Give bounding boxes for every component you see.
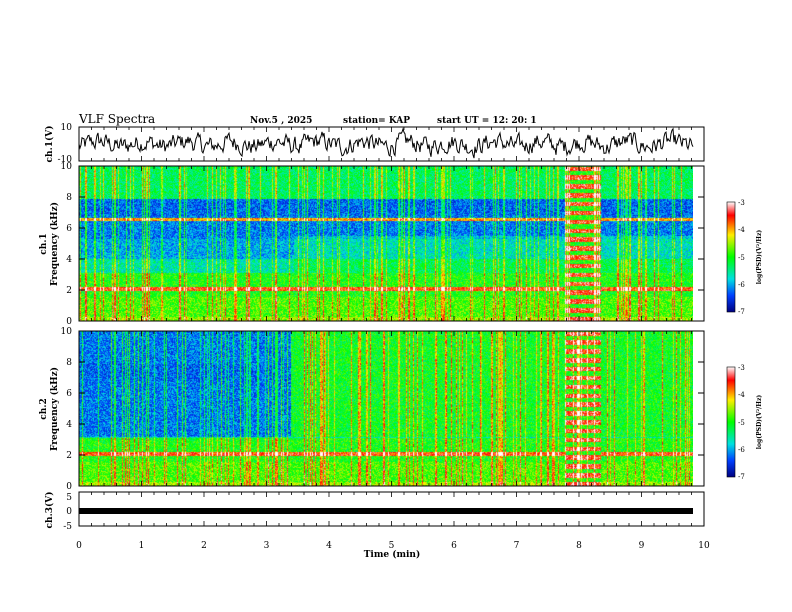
freq-tick-label: 10: [61, 327, 73, 337]
ch1-cb-tick-1: -3: [738, 199, 745, 207]
ch3-ytick-top: 5: [66, 493, 72, 503]
time-tick-label: 10: [698, 541, 710, 551]
ch1-cb-tick-4: -6: [738, 281, 745, 289]
time-tick-label: 7: [514, 541, 520, 551]
ch1-spectrogram-panel: ch.1 Frequency (kHz) 0 2 4 6 8 10: [39, 162, 705, 327]
ch3-ytick-mid: 0: [66, 507, 72, 517]
ch1-waveform-panel: 10 -10 ch.1(V): [44, 123, 705, 165]
ch3-ylabel: ch.3(V): [44, 492, 55, 529]
freq-tick-label: 2: [66, 451, 72, 461]
ch1-ytick-bottom: -10: [58, 155, 73, 165]
ch2-cb-tick-3: -5: [738, 419, 745, 427]
ch2-spec-ylabel-2: Frequency (kHz): [49, 367, 60, 451]
ch2-spectrogram-image: [79, 331, 693, 486]
ch2-colorbar: -3 -4 -5 -6 -7 log(PSD)(V²/Hz): [726, 364, 763, 481]
freq-tick-label: 0: [66, 317, 72, 327]
ch1-waveform-line: [78, 127, 694, 159]
ch3-trace-band: [79, 508, 693, 514]
freq-tick-label: 4: [66, 255, 72, 265]
freq-tick-label: 6: [66, 224, 72, 234]
station-label: station= KAP: [343, 116, 410, 126]
time-tick-label: 5: [389, 541, 395, 551]
ch1-spec-ylabel-1: ch.1: [39, 233, 49, 254]
ch2-spec-yticks: 0 2 4 6 8 10: [61, 327, 704, 492]
ch1-colorbar-gradient: [726, 201, 736, 313]
ch2-cb-tick-2: -4: [738, 391, 745, 399]
ch2-spec-ylabel-1: ch.2: [39, 398, 49, 419]
ch1-ytick-top: 10: [61, 123, 73, 133]
freq-tick-label: 4: [66, 420, 72, 430]
ch1-cb-tick-3: -5: [738, 254, 745, 262]
time-tick-label: 9: [639, 541, 645, 551]
time-axis-ticks: 0 1 2 3 4 5 6 7 8 9 10: [76, 127, 710, 551]
figure-title: VLF Spectra: [78, 112, 155, 126]
date-label: Nov.5 , 2025: [250, 116, 312, 126]
ch3-panel: 5 0 -5 ch.3(V) 0 1 2 3 4 5 6 7 8 9 10 Time (min): [44, 127, 710, 560]
ch1-spectrogram-image: [79, 166, 693, 321]
time-tick-label: 2: [201, 541, 207, 551]
ch1-colorbar: -3 -4 -5 -6 -7 log(PSD)(V²/Hz): [726, 199, 763, 316]
ch1-cb-tick-2: -4: [738, 226, 745, 234]
time-tick-label: 3: [264, 541, 270, 551]
freq-tick-label: 0: [66, 482, 72, 492]
time-tick-label: 8: [576, 541, 582, 551]
time-axis-label: Time (min): [364, 549, 421, 560]
ch1-ylabel: ch.1(V): [44, 126, 55, 163]
time-tick-label: 0: [76, 541, 82, 551]
time-tick-label: 6: [451, 541, 457, 551]
ch1-spec-yticks: 0 2 4 6 8 10: [61, 162, 704, 327]
ch2-colorbar-label: log(PSD)(V²/Hz): [756, 395, 763, 450]
ch2-spectrogram-panel: ch.2 Frequency (kHz) 0 2 4 6 8 10: [39, 327, 705, 492]
ch2-cb-tick-4: -6: [738, 446, 745, 454]
freq-tick-label: 8: [66, 358, 72, 368]
freq-tick-label: 2: [66, 286, 72, 296]
ch2-cb-tick-5: -7: [738, 473, 745, 481]
start-time-label: start UT = 12: 20: 1: [437, 116, 537, 126]
ch2-colorbar-gradient: [726, 366, 736, 478]
freq-tick-label: 8: [66, 193, 72, 203]
freq-tick-label: 10: [61, 162, 73, 172]
freq-tick-label: 6: [66, 389, 72, 399]
ch1-cb-tick-5: -7: [738, 308, 745, 316]
ch1-colorbar-label: log(PSD)(V²/Hz): [756, 230, 763, 285]
ch1-spec-ylabel-2: Frequency (kHz): [49, 202, 60, 286]
ch3-ytick-bottom: -5: [63, 522, 72, 532]
ch2-cb-tick-1: -3: [738, 364, 745, 372]
time-tick-label: 4: [326, 541, 332, 551]
time-tick-label: 1: [139, 541, 145, 551]
